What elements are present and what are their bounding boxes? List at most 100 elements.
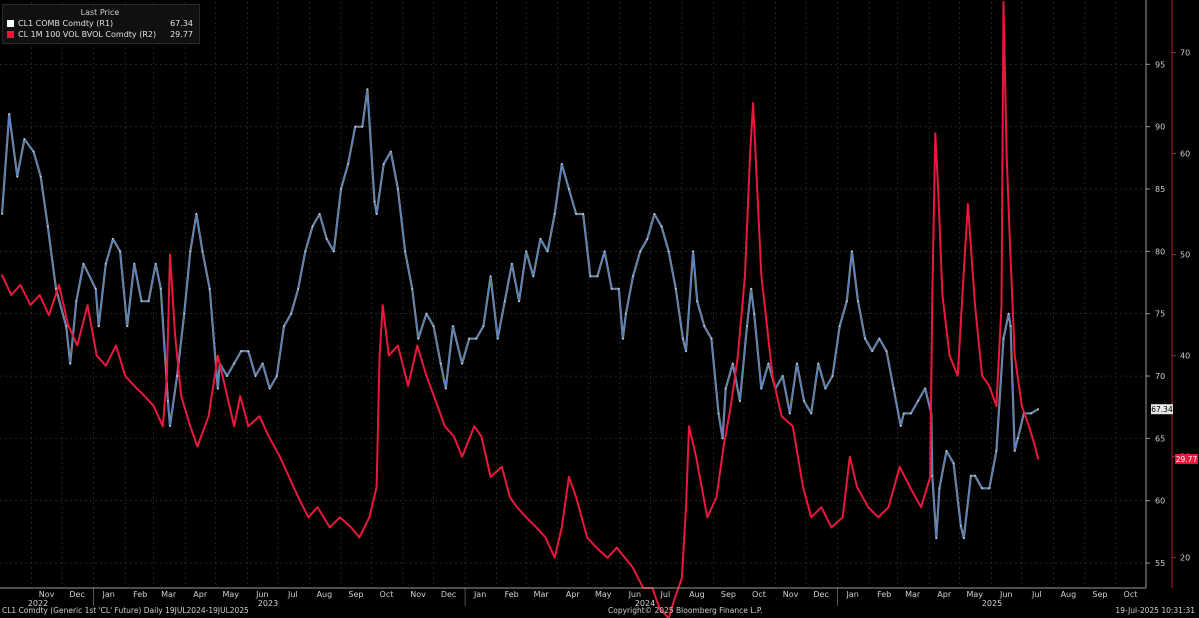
vol-point	[174, 334, 176, 337]
r1-tick-label: 75	[1155, 310, 1165, 319]
month-tick-label: Jan	[101, 590, 114, 599]
vol-point	[792, 425, 794, 428]
month-tick-label: Oct	[380, 590, 394, 599]
vol-point	[239, 395, 241, 397]
vol-point	[544, 536, 547, 539]
vol-point	[279, 455, 281, 458]
price-point	[724, 387, 727, 390]
vol-point	[152, 405, 155, 407]
vol-point	[830, 526, 833, 529]
price-point	[988, 487, 991, 490]
price-point	[201, 250, 204, 253]
price-point	[452, 325, 454, 328]
price-point	[931, 474, 934, 477]
price-point	[347, 163, 349, 165]
price-point	[375, 213, 378, 215]
vol-point	[67, 324, 69, 327]
price-point	[104, 262, 107, 265]
vol-point	[722, 445, 725, 448]
vol-point	[316, 506, 319, 508]
vol-point	[397, 344, 399, 347]
footer-description: CL1 Comdty (Generic 1st 'CL' Future) Dai…	[2, 606, 249, 615]
vol-point	[553, 556, 556, 559]
price-point	[575, 213, 577, 215]
vol-point	[535, 526, 538, 529]
price-point	[845, 300, 848, 303]
price-point	[546, 250, 549, 253]
price-point	[366, 88, 369, 91]
price-point	[945, 449, 948, 452]
vol-point	[920, 506, 922, 508]
r1-tick-label: 55	[1155, 559, 1165, 568]
price-point	[621, 337, 624, 340]
price-point	[817, 362, 820, 365]
vol-point	[956, 375, 959, 377]
vol-point	[358, 536, 361, 539]
month-tick-label: Aug	[317, 590, 333, 599]
year-tick-label: 2023	[258, 599, 278, 608]
price-point	[75, 300, 78, 303]
price-point	[781, 375, 784, 377]
vol-point	[673, 597, 676, 599]
price-point	[404, 250, 406, 253]
price-point	[432, 325, 435, 328]
price-point	[46, 225, 49, 228]
month-tick-label: Jul	[287, 590, 298, 599]
vol-point	[909, 486, 911, 488]
vol-point	[29, 304, 32, 306]
vol-point	[143, 395, 146, 397]
price-point	[373, 200, 376, 203]
price-point	[176, 375, 178, 377]
vol-point	[267, 435, 270, 438]
vol-point	[525, 516, 527, 519]
vol-point	[461, 455, 463, 458]
price-point	[760, 387, 763, 390]
vol-point	[820, 506, 823, 508]
vol-point	[1002, 1, 1005, 3]
price-point	[1009, 325, 1012, 328]
month-tick-label: Jan	[845, 590, 858, 599]
vol-point	[516, 506, 518, 508]
vol-point	[1005, 152, 1008, 155]
vol-point	[1000, 304, 1003, 306]
price-point	[503, 300, 506, 303]
price-point	[959, 524, 962, 527]
price-point	[119, 250, 121, 253]
r1-tick-label: 70	[1155, 372, 1165, 381]
price-point	[112, 237, 114, 240]
price-point	[397, 188, 399, 190]
r1-tick-label: 65	[1155, 434, 1165, 443]
price-point	[596, 275, 599, 278]
vol-point	[480, 435, 483, 438]
price-point	[254, 375, 257, 377]
price-point	[325, 237, 328, 240]
price-point	[753, 312, 756, 315]
vol-point	[715, 496, 718, 498]
price-point	[892, 387, 895, 390]
price-point	[568, 188, 570, 190]
price-point	[1030, 412, 1032, 415]
price-point	[444, 387, 447, 390]
price-point	[518, 300, 520, 303]
vol-point	[752, 102, 754, 104]
r2-last-tag	[1175, 453, 1198, 464]
price-point	[831, 375, 834, 377]
price-point	[382, 163, 385, 165]
legend-value-vol: 29.77	[170, 30, 193, 39]
vol-point	[19, 284, 22, 286]
vol-point	[368, 516, 371, 519]
r1-tick-label: 60	[1155, 497, 1165, 506]
price-point	[482, 325, 485, 328]
vol-point	[887, 506, 890, 508]
vol-point	[568, 476, 570, 478]
vol-point	[416, 344, 419, 347]
month-tick-label: Mar	[905, 590, 921, 599]
vol-point	[473, 425, 476, 428]
r2-tick-label: 40	[1180, 352, 1190, 361]
vol-point	[658, 607, 661, 610]
vol-point	[685, 506, 687, 508]
month-tick-label: Jan	[473, 590, 486, 599]
vol-point	[974, 304, 976, 306]
vol-point	[841, 516, 844, 519]
price-point	[710, 337, 713, 340]
